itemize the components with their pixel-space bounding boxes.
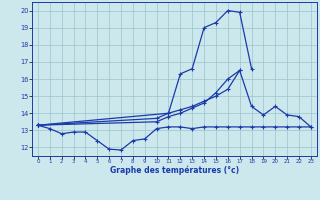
X-axis label: Graphe des températures (°c): Graphe des températures (°c) [110,166,239,175]
